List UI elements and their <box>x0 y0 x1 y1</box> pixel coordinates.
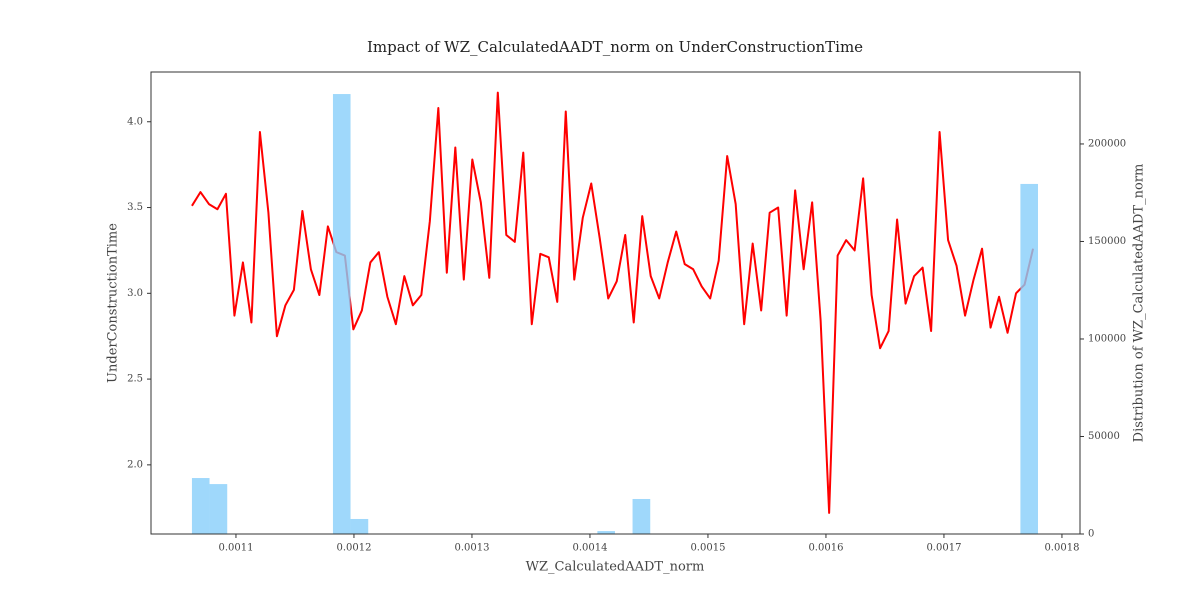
x-tick-label: 0.0014 <box>572 543 607 554</box>
bar <box>209 484 228 534</box>
bar <box>350 518 369 534</box>
bar <box>632 498 651 534</box>
x-tick-label: 0.0018 <box>1044 543 1079 554</box>
y-tick-label: 3.5 <box>127 202 143 213</box>
y-axis-label: UnderConstructionTime <box>106 223 121 383</box>
line <box>191 91 1035 514</box>
x-tick-label: 0.0017 <box>926 543 961 554</box>
y2-tick-label: 100000 <box>1088 333 1126 344</box>
bar <box>597 531 615 534</box>
plot-frame <box>150 71 1081 535</box>
y2-tick-label: 50000 <box>1088 431 1120 442</box>
x-tick-label: 0.0016 <box>808 543 843 554</box>
y2-tick-label: 0 <box>1088 529 1094 540</box>
y2-axis-label: Distribution of WZ_CalculatedAADT_norm <box>1132 164 1147 443</box>
y-tick-label: 2.5 <box>127 374 143 385</box>
x-tick-label: 0.0015 <box>690 543 725 554</box>
x-tick-label: 0.0013 <box>454 543 489 554</box>
y2-tick-label: 200000 <box>1088 138 1126 149</box>
x-tick-label: 0.0011 <box>218 543 253 554</box>
x-tick-label: 0.0012 <box>336 543 371 554</box>
y-tick-label: 2.0 <box>127 459 143 470</box>
x-axis-label: WZ_CalculatedAADT_norm <box>526 560 705 575</box>
y-tick-label: 3.0 <box>127 288 143 299</box>
y-tick-label: 4.0 <box>127 116 143 127</box>
chart-title: Impact of WZ_CalculatedAADT_norm on Unde… <box>367 38 863 56</box>
bar <box>332 94 351 535</box>
bar <box>1020 183 1038 534</box>
y2-tick-label: 150000 <box>1088 236 1126 247</box>
bar <box>191 478 210 534</box>
